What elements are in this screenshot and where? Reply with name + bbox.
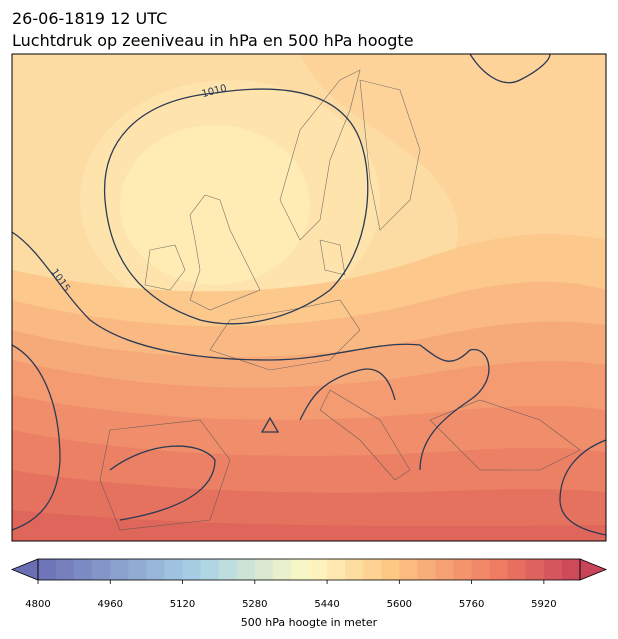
colorbar-bin bbox=[561, 559, 581, 580]
colorbar-tick-label: 5120 bbox=[170, 599, 195, 610]
colorbar-extend-low bbox=[10, 558, 39, 581]
colorbar-bin bbox=[309, 559, 328, 580]
colorbar-bin bbox=[507, 559, 527, 580]
subtitle: Luchtdruk op zeeniveau in hPa en 500 hPa… bbox=[12, 31, 414, 50]
colorbar-bin bbox=[182, 559, 202, 580]
colorbar-bin bbox=[74, 559, 93, 580]
map-frame bbox=[11, 53, 607, 542]
colorbar-bin bbox=[56, 559, 75, 580]
colorbar-label: 500 hPa hoogte in meter bbox=[241, 616, 378, 629]
colorbar-bin bbox=[471, 559, 491, 580]
colorbar-bin bbox=[92, 559, 111, 580]
colorbar-bin bbox=[543, 559, 563, 580]
title: 26-06-1819 12 UTC bbox=[12, 9, 167, 28]
colorbar-bin bbox=[399, 559, 418, 580]
colorbar-bin bbox=[327, 559, 346, 580]
colorbar-bin bbox=[146, 559, 165, 580]
colorbar: 4800 4960 5120 5280 5440 5600 5760 5920 bbox=[10, 558, 608, 610]
colorbar-tick-label: 5440 bbox=[314, 599, 339, 610]
map bbox=[12, 54, 606, 541]
colorbar-bin bbox=[164, 559, 184, 580]
colorbar-tick-label: 5280 bbox=[242, 599, 267, 610]
colorbar-frame bbox=[37, 558, 581, 581]
colorbar-bin bbox=[363, 559, 382, 580]
colorbar-bin bbox=[200, 559, 220, 580]
colorbar-bin bbox=[381, 559, 400, 580]
colorbar-bin bbox=[110, 559, 129, 580]
colorbar-bin bbox=[417, 559, 436, 580]
colorbar-tick-label: 5920 bbox=[531, 599, 556, 610]
colorbar-tick-label: 4960 bbox=[98, 599, 123, 610]
colorbar-bin bbox=[345, 559, 364, 580]
colorbar-bin bbox=[453, 559, 473, 580]
colorbar-bin bbox=[38, 559, 57, 580]
colorbar-bin bbox=[218, 559, 238, 580]
colorbar-bin bbox=[128, 559, 147, 580]
colorbar-tick-label: 5760 bbox=[459, 599, 484, 610]
colorbar-extend-high bbox=[579, 558, 608, 581]
colorbar-bin bbox=[525, 559, 545, 580]
colorbar-tick-label: 5600 bbox=[387, 599, 412, 610]
colorbar-bin bbox=[435, 559, 455, 580]
colorbar-bin bbox=[290, 559, 310, 580]
colorbar-tick-label: 4800 bbox=[25, 599, 50, 610]
colorbar-bin bbox=[236, 559, 256, 580]
colorbar-bin bbox=[254, 559, 274, 580]
colorbar-bin bbox=[489, 559, 509, 580]
colorbar-bin bbox=[272, 559, 292, 580]
